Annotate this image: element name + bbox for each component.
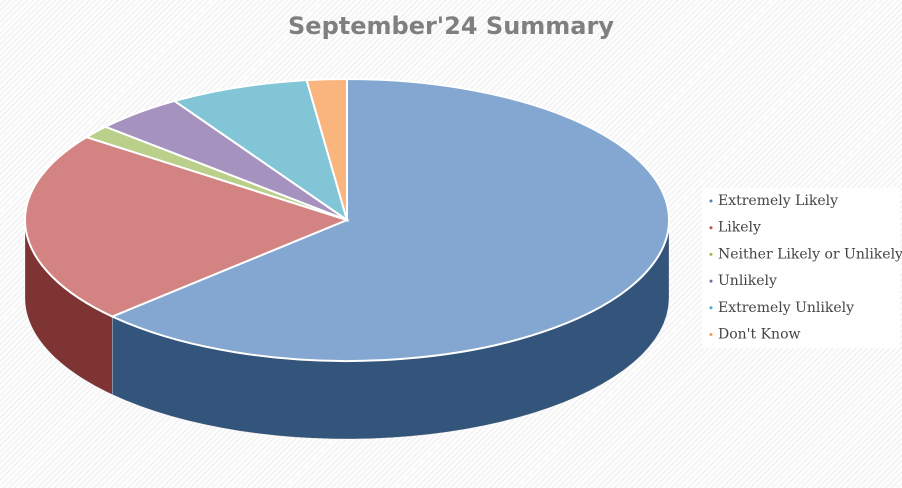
pie-side-shade <box>25 220 113 395</box>
pie-side-shade <box>112 220 670 439</box>
legend-label: Neither Likely or Unlikely <box>718 246 902 262</box>
pie-slice <box>24 136 350 318</box>
legend-box <box>702 188 900 348</box>
chart-title: September'24 Summary <box>288 12 614 40</box>
legend-marker <box>709 199 713 203</box>
legend-label: Extremely Likely <box>718 193 838 209</box>
legend-marker <box>709 252 713 256</box>
legend: Extremely Likely Likely Neither Likely or … <box>709 193 902 343</box>
legend-marker <box>709 279 713 283</box>
legend-marker <box>709 226 713 230</box>
pie <box>24 77 670 440</box>
legend-label: Unlikely <box>718 273 777 289</box>
legend-marker <box>709 306 713 310</box>
legend-label: Don't Know <box>718 327 800 343</box>
pie-slice <box>305 77 348 221</box>
pie-slice <box>172 79 349 223</box>
legend-label: Likely <box>718 220 761 236</box>
legend-label: Extremely Unlikely <box>718 300 854 316</box>
pie-slice <box>109 77 670 362</box>
legend-marker <box>709 333 713 336</box>
